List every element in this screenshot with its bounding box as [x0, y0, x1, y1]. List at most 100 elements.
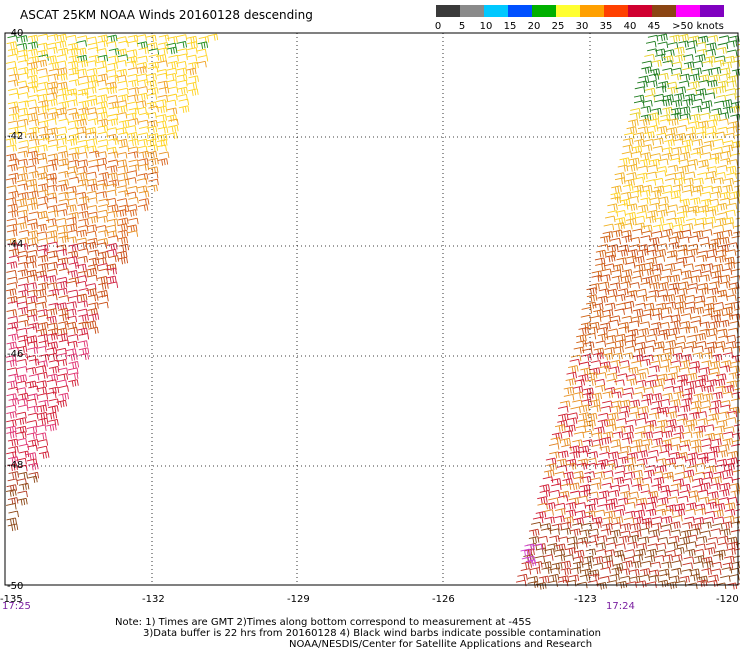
wind-barb — [651, 445, 662, 452]
wind-barb — [689, 80, 700, 89]
wind-barb — [78, 144, 89, 153]
wind-barb — [85, 241, 97, 250]
wind-barb — [77, 139, 88, 147]
wind-barb — [28, 119, 40, 127]
wind-barb — [117, 54, 129, 61]
wind-barb — [631, 190, 642, 198]
wind-barb — [551, 523, 563, 531]
wind-barb — [565, 462, 577, 470]
wind-barb — [604, 254, 616, 263]
wind-barb — [623, 132, 635, 139]
wind-barb — [606, 341, 617, 349]
wind-barb — [693, 222, 705, 230]
wind-barb — [16, 411, 27, 419]
wind-barb — [548, 497, 559, 504]
wind-barb — [45, 275, 57, 283]
wind-barb — [690, 197, 701, 205]
wind-barb — [624, 510, 636, 518]
wind-barb — [623, 387, 634, 394]
wind-barb — [76, 263, 87, 271]
wind-barb — [684, 294, 696, 302]
legend-label: 20 — [527, 21, 541, 32]
wind-barb — [620, 281, 631, 289]
wind-barb — [708, 205, 719, 214]
wind-barb — [617, 203, 629, 210]
wind-barb — [667, 42, 679, 49]
wind-barb — [25, 367, 37, 375]
wind-barb — [675, 341, 686, 349]
wind-barb — [58, 313, 70, 322]
wind-barb — [38, 340, 50, 348]
wind-barb — [86, 145, 97, 153]
wind-barb — [559, 490, 570, 499]
wind-barb — [126, 170, 138, 177]
wind-barb — [621, 269, 633, 277]
wind-barb — [714, 378, 726, 387]
wind-barb — [36, 231, 48, 238]
wind-barb — [657, 419, 668, 428]
wind-barb — [698, 79, 710, 87]
wind-barb — [590, 360, 602, 367]
wind-barb — [681, 397, 692, 406]
wind-barb — [127, 131, 138, 140]
wind-barb — [148, 178, 159, 186]
wind-barb — [68, 360, 80, 369]
wind-barb — [704, 302, 715, 311]
wind-barb — [568, 497, 580, 505]
wind-barb — [684, 171, 696, 178]
wind-barb — [7, 35, 18, 42]
wind-barb — [689, 120, 700, 128]
wind-barb — [648, 574, 660, 582]
wind-barb — [646, 379, 657, 388]
wind-barb — [88, 257, 100, 265]
wind-barb — [77, 59, 89, 68]
wind-barb — [685, 458, 697, 466]
wind-barb — [46, 196, 58, 204]
wind-barb — [58, 235, 69, 244]
wind-barb — [567, 536, 578, 544]
wind-barb — [680, 483, 691, 491]
wind-barb — [146, 101, 158, 110]
wind-barb — [610, 405, 621, 413]
wind-barb — [590, 477, 602, 484]
wind-barb — [696, 579, 708, 588]
wind-barb — [602, 400, 613, 407]
wind-barb — [96, 151, 107, 158]
wind-barb — [27, 112, 38, 120]
wind-barb — [565, 509, 577, 517]
wind-barb — [710, 191, 722, 199]
wind-barb — [661, 524, 672, 531]
wind-barb — [167, 93, 178, 101]
wind-barb — [639, 574, 650, 581]
wind-barb — [662, 228, 674, 237]
wind-barb — [722, 106, 734, 114]
wind-barb — [66, 34, 77, 42]
wind-barb — [168, 54, 179, 62]
wind-barb — [715, 55, 726, 63]
wind-barb — [638, 328, 650, 336]
wind-barb — [46, 315, 57, 324]
wind-barb — [611, 269, 622, 276]
wind-barb — [566, 458, 577, 467]
wind-barb — [76, 131, 87, 139]
wind-barb — [146, 79, 157, 88]
wind-barb — [625, 294, 636, 302]
wind-barb — [693, 549, 705, 556]
wind-barb — [37, 88, 48, 95]
wind-barb — [685, 548, 696, 557]
wind-barb — [731, 68, 740, 77]
wind-barb — [636, 288, 647, 296]
wind-barb — [586, 412, 598, 421]
wind-barb — [38, 133, 50, 141]
wind-barb — [630, 560, 642, 569]
wind-barb — [97, 131, 109, 139]
wind-barb — [696, 131, 707, 139]
wind-barb — [610, 439, 621, 447]
wind-barb — [674, 464, 685, 471]
wind-barb — [117, 223, 128, 231]
wind-barb — [128, 164, 140, 172]
wind-barb — [6, 489, 17, 497]
wind-barb — [716, 46, 727, 55]
wind-barb — [57, 287, 68, 295]
wind-barb — [670, 112, 682, 121]
